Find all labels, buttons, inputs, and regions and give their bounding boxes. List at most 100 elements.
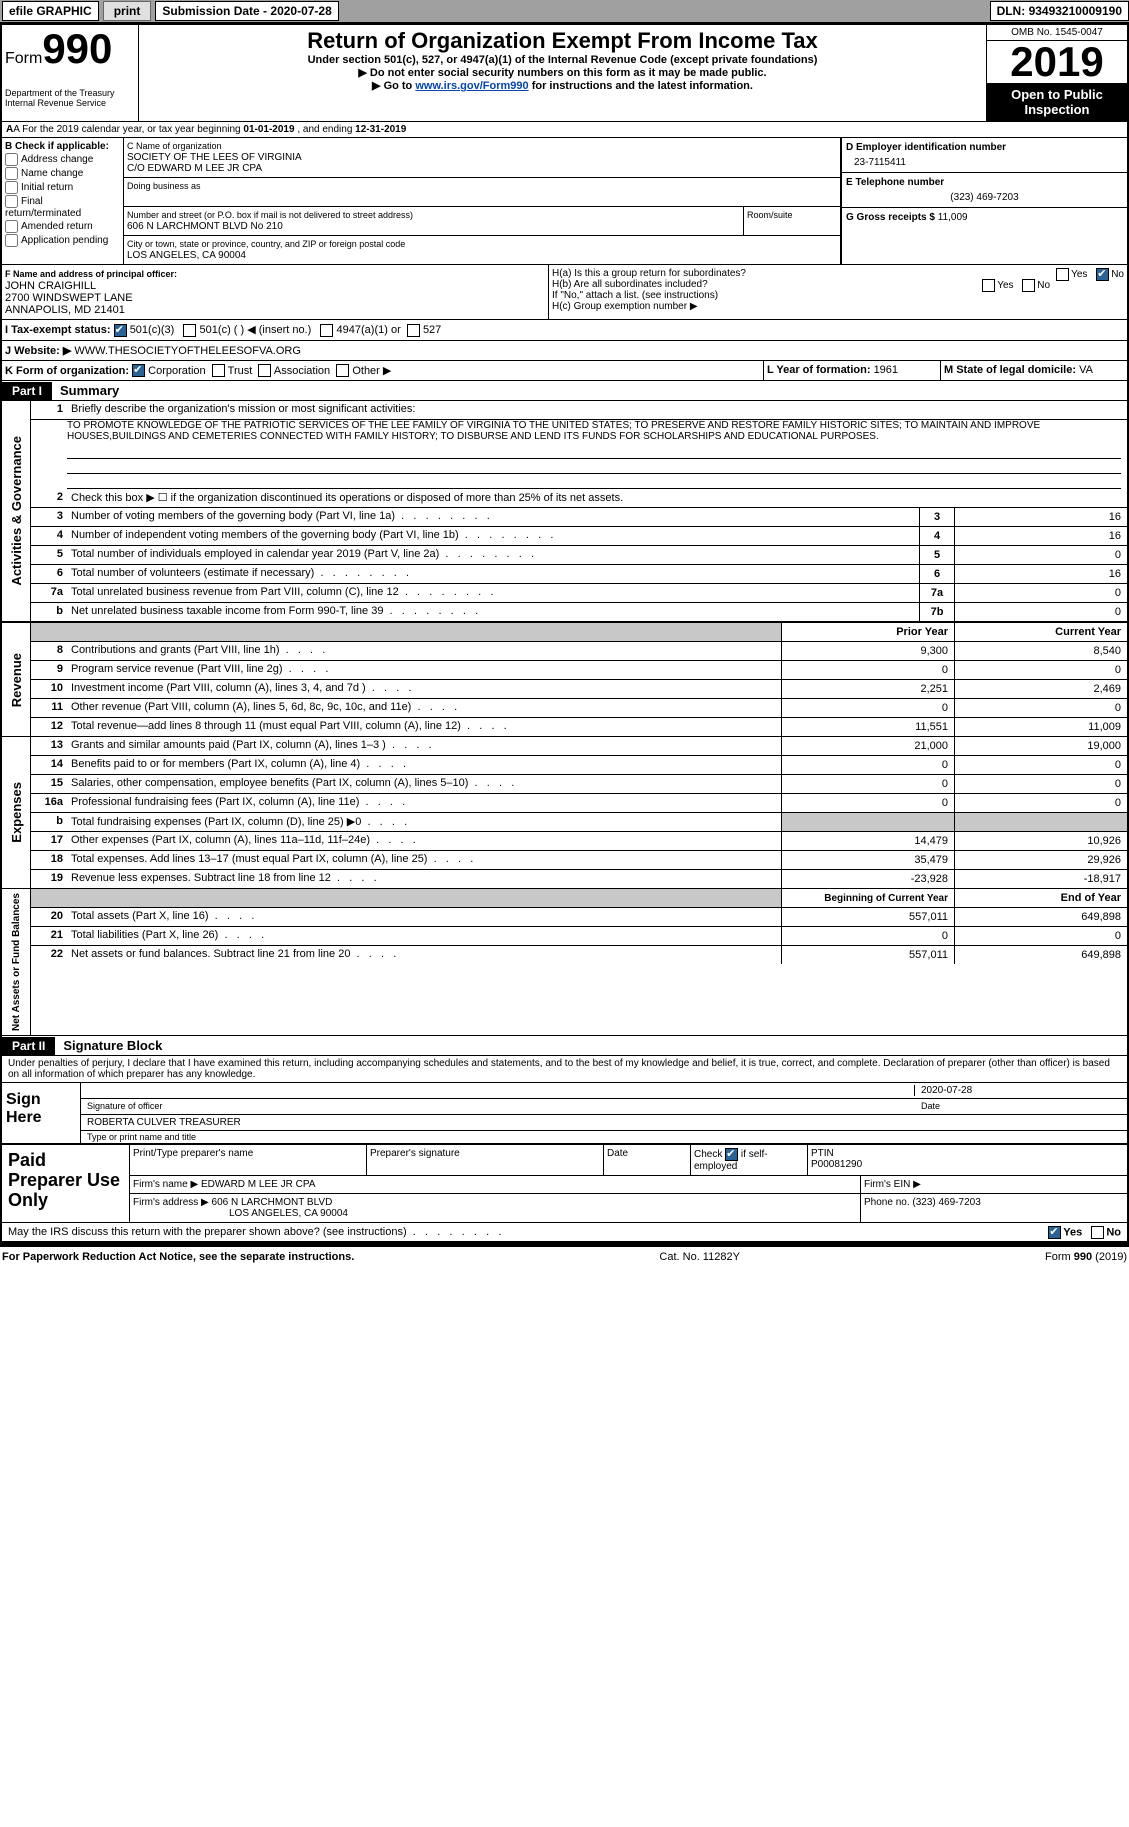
line-21: Total liabilities (Part X, line 26): [67, 927, 781, 945]
line-3: Number of voting members of the governin…: [67, 508, 919, 526]
side-activities-governance: Activities & Governance: [7, 432, 26, 590]
line-12-prior: 11,551: [781, 718, 954, 736]
line-22-prior: 557,011: [781, 946, 954, 964]
chk-address-change[interactable]: Address change: [5, 153, 120, 166]
line-21-current: 0: [954, 927, 1127, 945]
section-m: M State of legal domicile: VA: [941, 361, 1127, 381]
col-current-year: Current Year: [954, 623, 1127, 641]
line-18-current: 29,926: [954, 851, 1127, 869]
line-b-prior: [781, 813, 954, 831]
line-16a: Professional fundraising fees (Part IX, …: [67, 794, 781, 812]
dln: DLN: 93493210009190: [990, 1, 1129, 21]
line-6: Total number of volunteers (estimate if …: [67, 565, 919, 583]
ptin-value: P00081290: [811, 1159, 862, 1170]
line-14-prior: 0: [781, 756, 954, 774]
chk-name-change[interactable]: Name change: [5, 167, 120, 180]
line-b-current: [954, 813, 1127, 831]
line-13: Grants and similar amounts paid (Part IX…: [67, 737, 781, 755]
corp-checked: [132, 364, 145, 377]
telephone-value: (323) 469-7203: [846, 188, 1123, 203]
gross-receipts-value: 11,009: [938, 212, 968, 223]
officer-signature[interactable]: [87, 1085, 914, 1096]
firm-name: EDWARD M LEE JR CPA: [201, 1179, 315, 1190]
line-14-current: 0: [954, 756, 1127, 774]
line-17-prior: 14,479: [781, 832, 954, 850]
section-d: D Employer identification number23-71154…: [842, 138, 1127, 173]
section-j: J Website: ▶ WWW.THESOCIETYOFTHELEESOFVA…: [2, 341, 1127, 361]
discuss-yes-checked: [1048, 1226, 1061, 1239]
chk-amended-return[interactable]: Amended return: [5, 220, 120, 233]
mission-statement: TO PROMOTE KNOWLEDGE OF THE PATRIOTIC SE…: [31, 420, 1127, 442]
line-19-current: -18,917: [954, 870, 1127, 888]
line-5-value: 0: [954, 546, 1127, 564]
line-18: Total expenses. Add lines 13–17 (must eq…: [67, 851, 781, 869]
line-10: Investment income (Part VIII, column (A)…: [67, 680, 781, 698]
chk-final-return[interactable]: Final return/terminated: [5, 195, 120, 219]
line-7a-value: 0: [954, 584, 1127, 602]
line-7a: Total unrelated business revenue from Pa…: [67, 584, 919, 602]
section-h: H(a) Is this a group return for subordin…: [549, 265, 1127, 319]
line-20: Total assets (Part X, line 16): [67, 908, 781, 926]
discuss-line: May the IRS discuss this return with the…: [2, 1223, 1127, 1243]
efile-toolbar: efile GRAPHIC print Submission Date - 20…: [0, 0, 1129, 23]
line-17-current: 10,926: [954, 832, 1127, 850]
line-20-current: 649,898: [954, 908, 1127, 926]
section-e: E Telephone number(323) 469-7203: [842, 173, 1127, 208]
line-b-value: 0: [954, 603, 1127, 621]
line-11-current: 0: [954, 699, 1127, 717]
chk-application-pending[interactable]: Application pending: [5, 234, 120, 247]
form-header: Form990 Department of the Treasury Inter…: [2, 25, 1127, 122]
line-4-value: 16: [954, 527, 1127, 545]
officer-name-title: ROBERTA CULVER TREASURER: [87, 1117, 241, 1128]
section-f: F Name and address of principal officer:…: [2, 265, 549, 319]
line-3-value: 16: [954, 508, 1127, 526]
chk-initial-return[interactable]: Initial return: [5, 181, 120, 194]
line-15: Salaries, other compensation, employee b…: [67, 775, 781, 793]
side-net-assets: Net Assets or Fund Balances: [9, 889, 24, 1035]
line-5: Total number of individuals employed in …: [67, 546, 919, 564]
line-8-current: 8,540: [954, 642, 1127, 660]
col-beginning-year: Beginning of Current Year: [781, 889, 954, 907]
page-footer: For Paperwork Reduction Act Notice, see …: [0, 1245, 1129, 1267]
line-1-label: Briefly describe the organization's miss…: [67, 401, 1127, 419]
section-g: G Gross receipts $ 11,009: [842, 208, 1127, 227]
line-20-prior: 557,011: [781, 908, 954, 926]
part-2-header: Part IISignature Block: [2, 1036, 1127, 1056]
section-l: L Year of formation: 1961: [764, 361, 941, 381]
paid-preparer-label: Paid Preparer Use Only: [2, 1145, 130, 1222]
org-city: LOS ANGELES, CA 90004: [127, 250, 246, 261]
form-subtitle-1: Under section 501(c), 527, or 4947(a)(1)…: [142, 54, 983, 66]
line-21-prior: 0: [781, 927, 954, 945]
line-17: Other expenses (Part IX, column (A), lin…: [67, 832, 781, 850]
line-b: Net unrelated business taxable income fr…: [67, 603, 919, 621]
line-16a-current: 0: [954, 794, 1127, 812]
org-address: 606 N LARCHMONT BLVD No 210: [127, 221, 283, 232]
tax-year: 2019: [987, 41, 1127, 83]
website-value: WWW.THESOCIETYOFTHELEESOFVA.ORG: [74, 345, 301, 357]
side-expenses: Expenses: [7, 778, 26, 847]
line-9-current: 0: [954, 661, 1127, 679]
col-end-year: End of Year: [954, 889, 1127, 907]
line-8: Contributions and grants (Part VIII, lin…: [67, 642, 781, 660]
line-a: AA For the 2019 calendar year, or tax ye…: [2, 122, 1127, 138]
open-to-public: Open to Public Inspection: [987, 83, 1127, 121]
officer-name: JOHN CRAIGHILL: [5, 280, 96, 292]
print-button[interactable]: print: [103, 1, 152, 21]
sign-here-label: Sign Here: [2, 1083, 81, 1143]
line-12: Total revenue—add lines 8 through 11 (mu…: [67, 718, 781, 736]
org-co: C/O EDWARD M LEE JR CPA: [127, 163, 262, 174]
section-b: B Check if applicable: Address change Na…: [2, 138, 124, 264]
h-a-no-checked: [1096, 268, 1109, 281]
signature-date: 2020-07-28: [914, 1085, 1121, 1096]
line-2: Check this box ▶ ☐ if the organization d…: [67, 489, 1127, 507]
irs-link[interactable]: www.irs.gov/Form990: [415, 80, 528, 92]
dept-irs: Internal Revenue Service: [5, 98, 135, 108]
form-title: Return of Organization Exempt From Incom…: [142, 28, 983, 54]
501c3-checked: [114, 324, 127, 337]
line-13-prior: 21,000: [781, 737, 954, 755]
form-word: Form: [5, 50, 42, 67]
part-1-header: Part ISummary: [2, 381, 1127, 401]
line-22-current: 649,898: [954, 946, 1127, 964]
line-9: Program service revenue (Part VIII, line…: [67, 661, 781, 679]
line-19-prior: -23,928: [781, 870, 954, 888]
